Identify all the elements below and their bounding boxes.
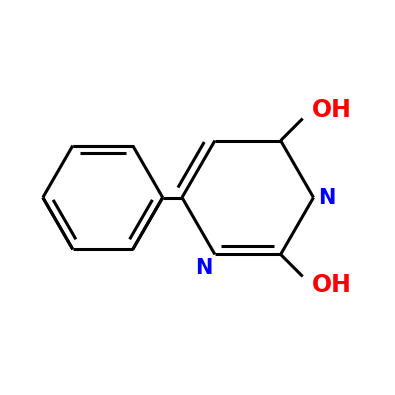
- Text: OH: OH: [312, 273, 352, 297]
- Text: OH: OH: [312, 98, 352, 122]
- Text: N: N: [196, 258, 213, 278]
- Text: N: N: [318, 188, 335, 207]
